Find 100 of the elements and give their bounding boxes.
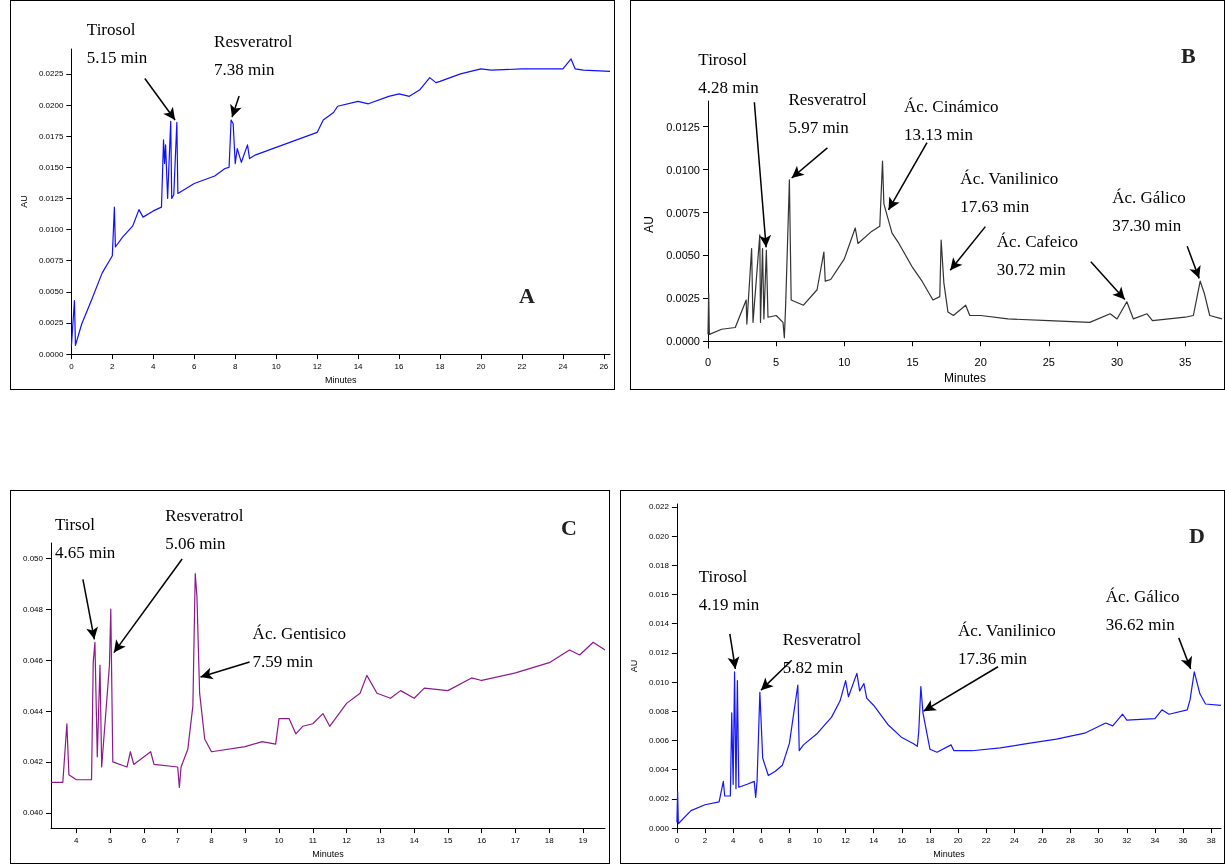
y-tick-label: 0.006 [648, 736, 670, 746]
y-tick-label: 0.008 [648, 706, 670, 716]
y-tick-label: 0.046 [22, 655, 44, 665]
x-tick-label: 0 [69, 361, 75, 371]
x-tick-label: 0 [704, 355, 712, 368]
y-tick-label: 0.0025 [38, 318, 64, 328]
y-tick-label: 0.010 [648, 677, 670, 687]
x-tick-label: 22 [517, 361, 527, 371]
x-tick-label: 12 [312, 361, 323, 371]
x-tick-label: 10 [271, 361, 282, 371]
y-tick-label: 0.0100 [666, 163, 700, 176]
annotation: Tirosol 5.15 min [86, 19, 148, 67]
x-tick-label: 22 [981, 835, 992, 845]
x-tick-label: 11 [308, 835, 318, 845]
x-tick-label: 10 [838, 355, 851, 368]
x-tick-label: 7 [175, 835, 181, 845]
y-tick-label: 0.0100 [38, 225, 64, 235]
y-tick-label: 0.0075 [38, 256, 64, 266]
y-tick-label: 0.022 [648, 502, 670, 512]
x-tick-label: 16 [477, 835, 487, 845]
x-tick-label: 12 [342, 835, 352, 845]
x-tick-label: 18 [925, 835, 935, 845]
x-tick-label: 2 [110, 361, 116, 371]
x-tick-label: 6 [192, 361, 198, 371]
y-tick-label: 0.0075 [666, 206, 700, 219]
y-tick-label: 0.002 [648, 794, 670, 804]
x-tick-label: 14 [869, 835, 879, 845]
x-tick-label: 16 [897, 835, 907, 845]
annotation: Tirsol 4.65 min [54, 514, 116, 562]
x-tick-label: 10 [813, 835, 823, 845]
x-tick-label: 34 [1150, 835, 1160, 845]
x-tick-label: 14 [353, 361, 364, 371]
x-tick-label: 25 [1042, 355, 1055, 368]
y-tick-label: 0.012 [648, 648, 670, 658]
y-tick-label: 0.0150 [38, 162, 64, 172]
x-tick-label: 18 [435, 361, 446, 371]
y-axis-title: AU [642, 216, 657, 233]
annotation: Resveratrol 5.06 min [165, 505, 244, 553]
x-tick-label: 24 [558, 361, 568, 371]
y-tick-label: 0.020 [648, 531, 670, 541]
x-tick-label: 12 [841, 835, 851, 845]
annotation: Resveratrol 5.97 min [788, 90, 868, 138]
annotation: Ác. Cinámico 13.13 min [904, 97, 999, 145]
text: A [519, 282, 535, 308]
y-tick-label: 0.042 [22, 757, 44, 767]
y-tick-label: 0.0025 [666, 292, 700, 305]
x-tick-label: 20 [953, 835, 964, 845]
annotation: Resveratrol 7.38 min [214, 32, 293, 80]
y-tick-label: 0.048 [22, 604, 44, 614]
y-tick-label: 0.004 [648, 765, 670, 775]
y-tick-label: 0.044 [22, 706, 44, 716]
x-tick-label: 10 [274, 835, 285, 845]
x-axis-title: Minutes [312, 848, 345, 859]
x-tick-label: 8 [209, 835, 215, 845]
chart-title: C [561, 514, 577, 540]
y-tick-label: 0.0125 [666, 120, 700, 133]
y-tick-label: 0.0225 [38, 69, 64, 79]
y-tick-label: 0.0050 [666, 249, 700, 262]
x-axis-title: Minutes [933, 848, 966, 859]
annotation: Tirosol 4.28 min [698, 49, 760, 97]
x-tick-label: 28 [1066, 835, 1076, 845]
text: D [1189, 522, 1205, 548]
x-tick-label: 26 [1038, 835, 1048, 845]
y-tick-label: 0.0000 [666, 335, 700, 348]
y-tick-label: 0.014 [648, 619, 670, 629]
y-tick-label: 0.0050 [38, 287, 64, 297]
x-tick-label: 30 [1094, 835, 1104, 845]
x-tick-label: 19 [578, 835, 589, 845]
y-axis-title: AU [628, 659, 639, 673]
x-tick-label: 6 [759, 835, 765, 845]
annotation: Ác. Gálico 37.30 min [1112, 187, 1186, 235]
y-tick-label: 0.050 [22, 553, 44, 563]
annotation: Tirosol 4.19 min [698, 567, 760, 615]
y-tick-label: 0.016 [648, 590, 670, 600]
annotation: Ác. Gentisico 7.59 min [252, 624, 347, 672]
x-tick-label: 15 [906, 355, 919, 368]
y-tick-label: 0.0125 [38, 193, 64, 203]
x-tick-label: 38 [1206, 835, 1217, 845]
y-tick-label: 0.040 [22, 808, 44, 818]
y-tick-label: 0.0175 [38, 131, 64, 141]
y-tick-label: 0.000 [648, 823, 670, 833]
x-tick-label: 14 [409, 835, 420, 845]
x-tick-label: 15 [443, 835, 453, 845]
x-tick-label: 20 [476, 361, 486, 371]
x-tick-label: 13 [375, 835, 386, 845]
x-axis-title: Minutes [943, 371, 987, 385]
y-tick-label: 0.0200 [38, 100, 64, 110]
x-tick-label: 8 [232, 361, 238, 371]
x-tick-label: 17 [511, 835, 521, 845]
x-tick-label: 30 [1110, 355, 1124, 368]
x-axis-title: Minutes [324, 374, 357, 385]
x-tick-label: 0 [674, 835, 680, 845]
x-tick-label: 8 [787, 835, 793, 845]
chart-title: B [1181, 42, 1196, 68]
x-tick-label: 9 [243, 835, 249, 845]
annotation: Ác. Vanilinico 17.36 min [957, 621, 1056, 669]
y-tick-label: 0.0000 [38, 349, 64, 359]
x-tick-label: 4 [151, 361, 157, 371]
x-tick-label: 26 [599, 361, 609, 371]
x-tick-label: 20 [974, 355, 987, 368]
